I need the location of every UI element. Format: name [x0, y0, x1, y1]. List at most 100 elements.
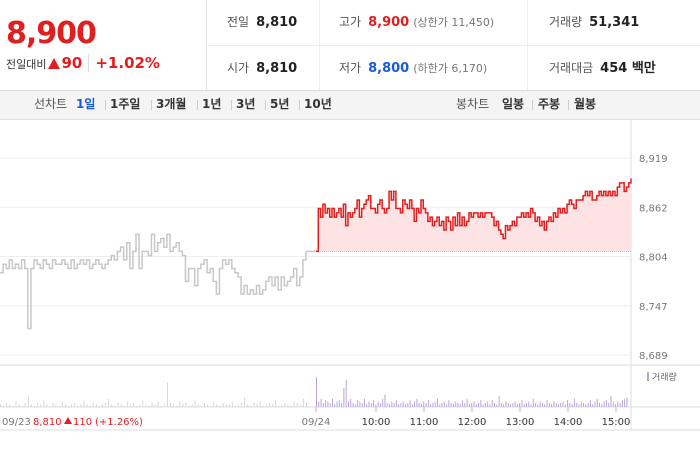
volume-bar: [541, 402, 543, 407]
stat-amount: 거래대금 454 백만: [549, 46, 656, 91]
volume-bar: [329, 402, 331, 407]
x-tick-label: 12:00: [458, 417, 487, 428]
volume-bar: [55, 404, 57, 407]
volume-bar: [18, 404, 20, 407]
volume-bar: [548, 402, 550, 407]
line-chart-label: 선차트: [34, 97, 68, 111]
volume-bar: [363, 398, 365, 407]
line-tab-2[interactable]: 3개월: [156, 97, 187, 111]
candle-tab-1[interactable]: 주봉: [538, 97, 561, 111]
volume-bar: [325, 400, 327, 407]
volume-bar: [423, 401, 425, 407]
volume-bar: [176, 405, 178, 407]
volume-bar: [347, 401, 349, 407]
volume-bar: [471, 402, 473, 407]
prev-day-change: 110: [73, 417, 92, 428]
chart-period-tabs: 선차트 봉차트 1일 1주일 3개월 1년 3년 5년 10년 일봉 주봉 월봉: [0, 91, 700, 120]
volume-bar: [352, 402, 354, 407]
volume-bar: [123, 405, 125, 407]
volume-bar: [516, 404, 518, 407]
candle-tab-0[interactable]: 일봉: [502, 97, 525, 111]
volume-bar: [555, 402, 557, 407]
price-chart: 8,919 8,862 8,804 8,747 8,689 거래량 09/24 10:00 11…: [0, 120, 700, 431]
volume-bar: [432, 402, 434, 407]
volume-bar: [0, 404, 1, 407]
line-tab-1[interactable]: 1주일: [110, 97, 141, 111]
volume-bar: [160, 405, 162, 407]
volume-bar: [395, 400, 397, 407]
volume-bar: [462, 400, 464, 407]
stat-label: 전일: [227, 15, 250, 29]
volume-bar: [157, 401, 159, 407]
volume-bar: [459, 404, 461, 407]
y-tick-label: 8,919: [639, 154, 668, 165]
change-percent: +1.02%: [88, 54, 160, 72]
x-tick-label: 13:00: [506, 417, 535, 428]
volume-bar: [216, 404, 218, 407]
volume-bar: [398, 404, 400, 407]
volume-bar: [92, 402, 94, 407]
volume-bar: [12, 405, 14, 407]
volume-bar: [571, 404, 573, 407]
volume-bar: [528, 401, 530, 407]
volume-bar: [166, 382, 168, 407]
tab-divider: [105, 100, 106, 110]
volume-bar: [3, 405, 5, 407]
volume-bar: [327, 401, 329, 407]
volume-bar: [30, 404, 32, 407]
quote-header: 8,900 전일대비 90 +1.02% 전일 8,810 고가 8,900 (상한가 1…: [0, 0, 700, 91]
candle-tab-2[interactable]: 월봉: [574, 97, 597, 111]
volume-bar: [142, 400, 144, 407]
volume-bar: [86, 404, 88, 407]
line-tab-0[interactable]: 1일: [76, 97, 96, 111]
volume-bar: [77, 405, 79, 407]
volume-bar: [40, 404, 42, 407]
tab-divider: [265, 100, 266, 110]
volume-bar: [576, 402, 578, 407]
volume-bar: [373, 400, 375, 407]
stat-prev-close: 전일 8,810: [227, 0, 297, 45]
x-tick-label: 15:00: [602, 417, 631, 428]
volume-bar: [526, 402, 527, 407]
volume-bar: [336, 401, 338, 407]
volume-bar: [21, 405, 23, 407]
volume-bar: [416, 398, 418, 407]
x-tick-label: 10:00: [362, 417, 391, 428]
volume-bar: [443, 401, 445, 407]
volume-bar: [136, 405, 137, 407]
y-tick-label: 8,804: [639, 253, 668, 264]
volume-bar: [409, 400, 411, 407]
volume-bar: [530, 404, 532, 407]
volume-bar: [537, 404, 539, 407]
volume-bar: [145, 404, 147, 407]
volume-bar: [154, 404, 156, 407]
volume-bar: [197, 404, 199, 407]
line-tab-6[interactable]: 10년: [304, 97, 332, 111]
volume-bar: [357, 400, 359, 407]
volume-bar: [512, 402, 514, 407]
volume-bar: [213, 401, 215, 407]
stat-sub: (하한가 6,170): [413, 62, 488, 75]
volume-bar: [430, 404, 432, 407]
line-tab-5[interactable]: 5년: [270, 97, 290, 111]
volume-bar: [95, 404, 97, 407]
volume-bar: [489, 404, 491, 407]
volume-bar: [473, 401, 475, 407]
stat-value: 8,810: [256, 61, 298, 76]
stats-row: 전일 8,810 고가 8,900 (상한가 11,450) 거래량 51,341: [207, 0, 700, 45]
volume-bar: [384, 394, 386, 407]
current-price: 8,900: [6, 16, 97, 51]
volume-bar: [200, 405, 202, 407]
volume-bar: [418, 402, 420, 407]
volume-bar: [194, 400, 196, 407]
line-tab-4[interactable]: 3년: [236, 97, 256, 111]
stat-label: 저가: [339, 61, 362, 75]
volume-bar: [108, 398, 110, 407]
volume-bar: [111, 404, 113, 407]
volume-bar: [120, 404, 122, 407]
volume-bar: [507, 402, 509, 407]
stats-table: 전일 8,810 고가 8,900 (상한가 11,450) 거래량 51,341 시가…: [207, 0, 700, 90]
volume-bar: [284, 402, 286, 407]
line-tab-3[interactable]: 1년: [202, 97, 222, 111]
volume-bar: [592, 404, 594, 407]
